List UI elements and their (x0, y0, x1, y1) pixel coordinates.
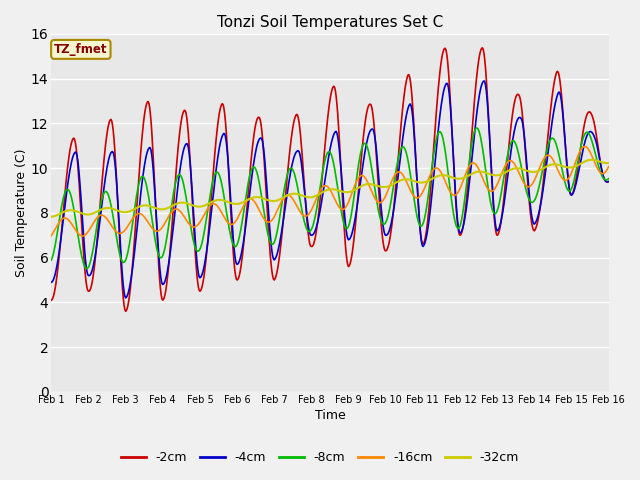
Y-axis label: Soil Temperature (C): Soil Temperature (C) (15, 149, 28, 277)
X-axis label: Time: Time (315, 409, 346, 422)
Text: TZ_fmet: TZ_fmet (54, 43, 108, 56)
Title: Tonzi Soil Temperatures Set C: Tonzi Soil Temperatures Set C (217, 15, 443, 30)
Legend: -2cm, -4cm, -8cm, -16cm, -32cm: -2cm, -4cm, -8cm, -16cm, -32cm (116, 446, 524, 469)
